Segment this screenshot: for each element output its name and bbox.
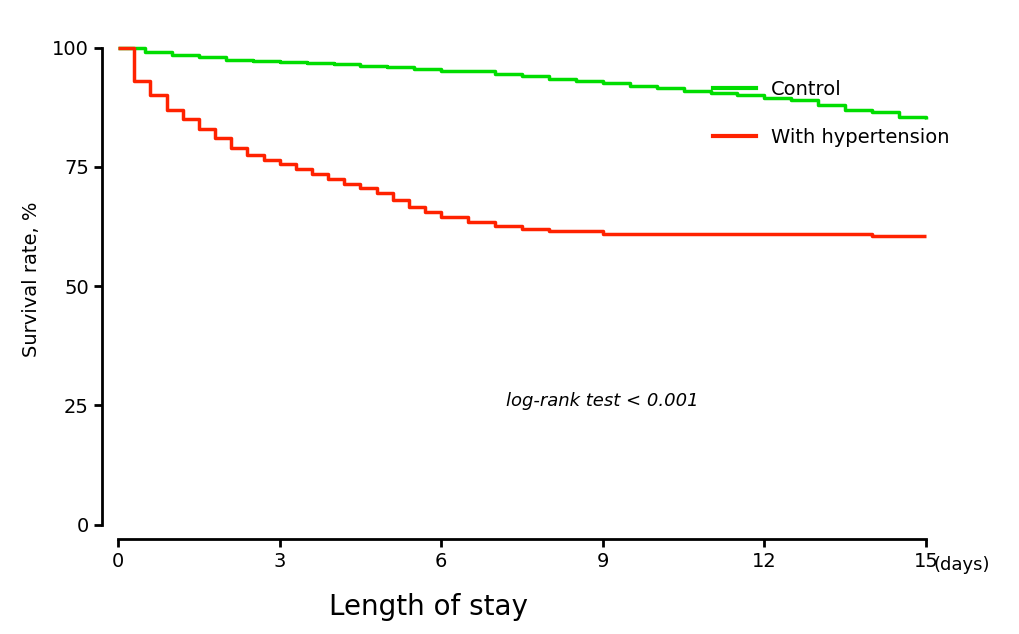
- Text: Length of stay: Length of stay: [329, 593, 527, 621]
- Text: log-rank test < 0.001: log-rank test < 0.001: [505, 392, 698, 410]
- Y-axis label: Survival rate, %: Survival rate, %: [21, 201, 41, 357]
- Legend: Control, With hypertension: Control, With hypertension: [702, 70, 958, 157]
- Text: (days): (days): [933, 556, 989, 574]
